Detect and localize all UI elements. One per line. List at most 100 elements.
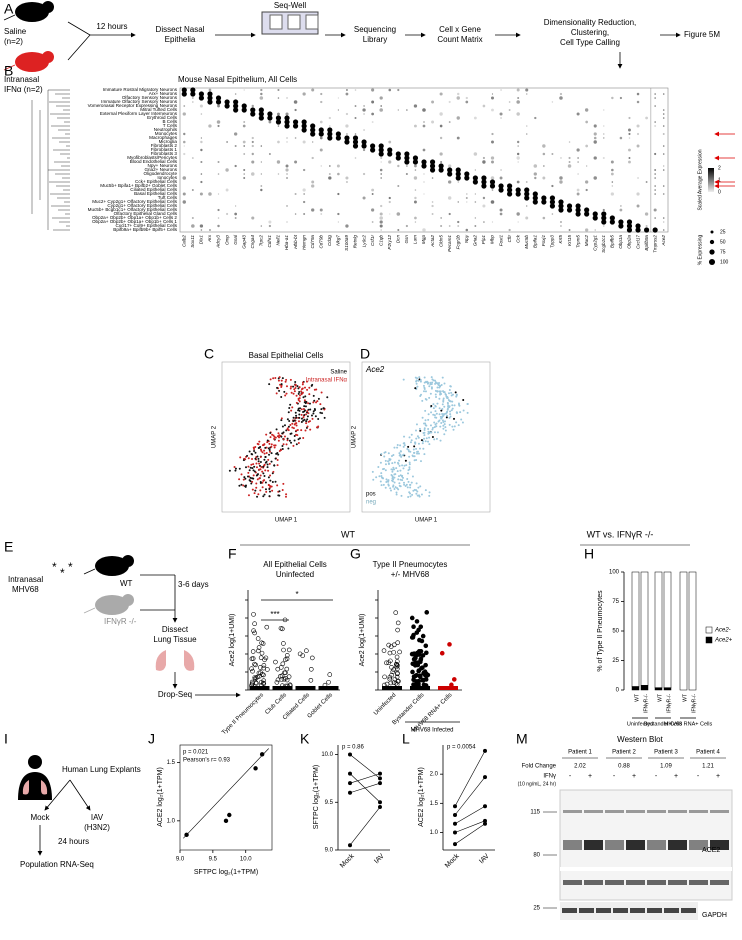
dot — [560, 225, 562, 227]
dot — [191, 224, 195, 228]
umap-point — [272, 434, 275, 437]
gene-label: Gria2 — [473, 235, 478, 247]
label: Cell x Gene — [439, 25, 481, 34]
gene-label: Adcy3 — [216, 235, 221, 249]
umap-point — [455, 421, 458, 424]
umap-point — [287, 411, 290, 414]
umap-point — [438, 413, 441, 416]
umap-point — [442, 397, 445, 400]
row-label: T Cells — [163, 123, 178, 128]
gene-label: Cd79b — [318, 235, 323, 249]
umap-point — [307, 402, 310, 405]
dot — [413, 104, 418, 108]
umap-point — [309, 408, 312, 411]
dot — [258, 115, 264, 121]
umap-point — [378, 475, 381, 478]
dot — [507, 191, 513, 197]
umap-point — [308, 420, 311, 423]
umap-point — [421, 442, 424, 445]
dot — [224, 103, 230, 109]
umap-point — [262, 472, 265, 475]
dot — [260, 92, 263, 96]
umap-point — [267, 469, 270, 472]
dot — [354, 133, 357, 135]
umap-point — [289, 378, 292, 381]
umap-point — [302, 410, 305, 413]
gene-label: Retnlg — [353, 235, 358, 249]
gene-label: Cnga4 — [250, 235, 255, 249]
umap-point — [446, 396, 449, 399]
umap-point — [396, 470, 399, 473]
umap-point — [448, 416, 451, 419]
dot — [251, 172, 255, 176]
umap-point — [298, 437, 301, 440]
dot — [438, 167, 444, 173]
umap-point — [306, 418, 309, 421]
dot — [438, 163, 444, 169]
cell-point — [409, 615, 415, 621]
dot — [611, 168, 614, 172]
gene-label: Cd79a — [310, 235, 315, 249]
point — [453, 842, 457, 847]
dot — [525, 88, 529, 92]
umap-point — [259, 460, 262, 463]
umap-point — [285, 493, 288, 496]
mouse-tail — [3, 64, 16, 71]
dot — [371, 193, 374, 195]
gene-label: Csf1r — [370, 235, 375, 246]
gene-label: Cldn5 — [438, 235, 443, 247]
dot — [576, 148, 580, 152]
umap-point — [292, 385, 295, 388]
dot — [626, 227, 633, 233]
dot — [524, 187, 530, 193]
cell-point — [410, 669, 415, 675]
umap-point — [252, 474, 255, 477]
label: Ace2 — [365, 365, 385, 374]
umap-point — [416, 385, 419, 388]
dot — [181, 87, 187, 93]
dot — [515, 187, 521, 193]
dot — [628, 132, 631, 136]
umap-point — [424, 409, 427, 412]
dot — [567, 164, 572, 168]
label: IAV — [91, 813, 104, 822]
legend-tick: 50 — [720, 239, 726, 245]
umap-point — [431, 426, 434, 429]
dot — [363, 113, 365, 115]
row-label: Fibroblasts 2 — [151, 143, 178, 148]
dot — [575, 211, 581, 217]
label: IFNγ — [543, 774, 556, 780]
dot — [234, 212, 237, 216]
size-key — [709, 239, 715, 245]
label: Cell Type Calling — [560, 38, 620, 47]
umap-point — [455, 411, 458, 414]
row-label: Olfactory Sensory Neurons — [122, 95, 178, 100]
dot — [233, 103, 239, 109]
dot — [542, 216, 546, 220]
cell-point — [411, 624, 416, 630]
dot — [190, 91, 196, 97]
row-label: Fibroblasts 3 — [151, 151, 178, 156]
dot — [217, 160, 220, 164]
cell-point — [256, 670, 262, 676]
cell-point — [283, 657, 288, 663]
gene-label: Tmprss2 — [652, 235, 657, 253]
gene-label: Cyp2g1 — [592, 235, 597, 251]
umap-point — [391, 479, 394, 482]
umap-point — [402, 453, 405, 456]
umap-point — [281, 448, 284, 451]
umap-point — [276, 451, 279, 454]
cell-point — [423, 672, 428, 678]
mouse-icon — [95, 595, 129, 615]
umap-point — [256, 478, 259, 481]
umap-point — [439, 390, 442, 393]
dot — [654, 93, 656, 95]
cell-point — [384, 681, 390, 687]
umap-point — [427, 440, 430, 443]
umap-point — [418, 447, 421, 450]
umap-point — [425, 398, 428, 401]
cell-point — [381, 648, 387, 653]
dot — [328, 116, 331, 120]
umap-point — [444, 412, 447, 415]
umap-point — [304, 395, 307, 398]
